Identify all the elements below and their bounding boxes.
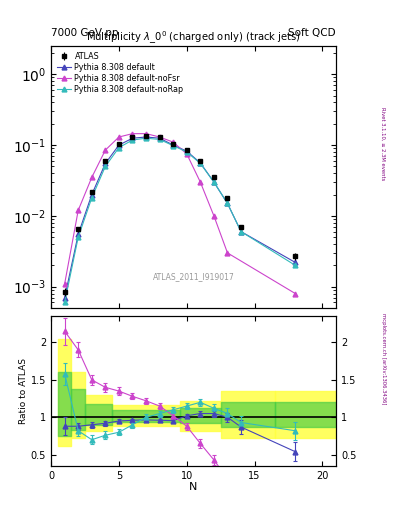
Text: Soft QCD: Soft QCD: [288, 28, 336, 38]
Pythia 8.308 default-noRap: [130, 137, 135, 143]
Text: mcplots.cern.ch [arXiv:1306.3436]: mcplots.cern.ch [arXiv:1306.3436]: [381, 313, 386, 404]
Pythia 8.308 default-noRap: [293, 262, 298, 268]
Line: Pythia 8.308 default-noFsr: Pythia 8.308 default-noFsr: [62, 131, 298, 296]
X-axis label: N: N: [189, 482, 198, 492]
Pythia 8.308 default-noFsr: [184, 151, 189, 157]
Text: ATLAS_2011_I919017: ATLAS_2011_I919017: [152, 272, 235, 281]
Pythia 8.308 default: [90, 191, 94, 198]
Pythia 8.308 default-noRap: [144, 135, 149, 141]
Pythia 8.308 default: [62, 294, 67, 301]
Pythia 8.308 default-noRap: [239, 228, 243, 234]
Pythia 8.308 default-noRap: [90, 195, 94, 201]
Text: Rivet 3.1.10, ≥ 2.3M events: Rivet 3.1.10, ≥ 2.3M events: [381, 106, 386, 180]
Pythia 8.308 default-noRap: [76, 234, 81, 240]
Pythia 8.308 default: [171, 142, 176, 148]
Line: Pythia 8.308 default-noRap: Pythia 8.308 default-noRap: [62, 136, 298, 305]
Pythia 8.308 default: [225, 200, 230, 206]
Pythia 8.308 default: [130, 135, 135, 141]
Pythia 8.308 default-noFsr: [211, 213, 216, 219]
Pythia 8.308 default: [211, 179, 216, 185]
Pythia 8.308 default: [157, 135, 162, 141]
Line: Pythia 8.308 default: Pythia 8.308 default: [62, 135, 298, 300]
Pythia 8.308 default-noRap: [171, 143, 176, 149]
Pythia 8.308 default-noFsr: [103, 147, 108, 153]
Pythia 8.308 default-noRap: [184, 149, 189, 155]
Pythia 8.308 default-noRap: [225, 200, 230, 206]
Title: Multiplicity $\lambda\_0^0$ (charged only) (track jets): Multiplicity $\lambda\_0^0$ (charged onl…: [86, 30, 301, 46]
Pythia 8.308 default: [117, 142, 121, 148]
Pythia 8.308 default-noRap: [157, 136, 162, 142]
Pythia 8.308 default-noFsr: [117, 134, 121, 140]
Pythia 8.308 default-noRap: [211, 179, 216, 185]
Pythia 8.308 default: [144, 134, 149, 140]
Pythia 8.308 default-noRap: [103, 163, 108, 169]
Text: 7000 GeV pp: 7000 GeV pp: [51, 28, 119, 38]
Pythia 8.308 default-noFsr: [130, 131, 135, 137]
Pythia 8.308 default-noRap: [62, 300, 67, 306]
Pythia 8.308 default-noRap: [198, 160, 203, 166]
Pythia 8.308 default-noRap: [117, 144, 121, 151]
Pythia 8.308 default-noFsr: [90, 174, 94, 180]
Pythia 8.308 default: [198, 160, 203, 166]
Y-axis label: Ratio to ATLAS: Ratio to ATLAS: [19, 358, 28, 424]
Legend: ATLAS, Pythia 8.308 default, Pythia 8.308 default-noFsr, Pythia 8.308 default-no: ATLAS, Pythia 8.308 default, Pythia 8.30…: [55, 50, 185, 95]
Pythia 8.308 default: [103, 160, 108, 166]
Pythia 8.308 default: [76, 231, 81, 238]
Pythia 8.308 default-noFsr: [157, 134, 162, 140]
Pythia 8.308 default-noFsr: [225, 250, 230, 256]
Pythia 8.308 default: [293, 260, 298, 266]
Pythia 8.308 default-noFsr: [171, 139, 176, 145]
Pythia 8.308 default-noFsr: [293, 290, 298, 296]
Pythia 8.308 default-noFsr: [198, 179, 203, 185]
Pythia 8.308 default: [239, 228, 243, 234]
Pythia 8.308 default-noFsr: [62, 281, 67, 287]
Pythia 8.308 default-noFsr: [76, 207, 81, 214]
Pythia 8.308 default: [184, 148, 189, 154]
Pythia 8.308 default-noFsr: [144, 131, 149, 137]
